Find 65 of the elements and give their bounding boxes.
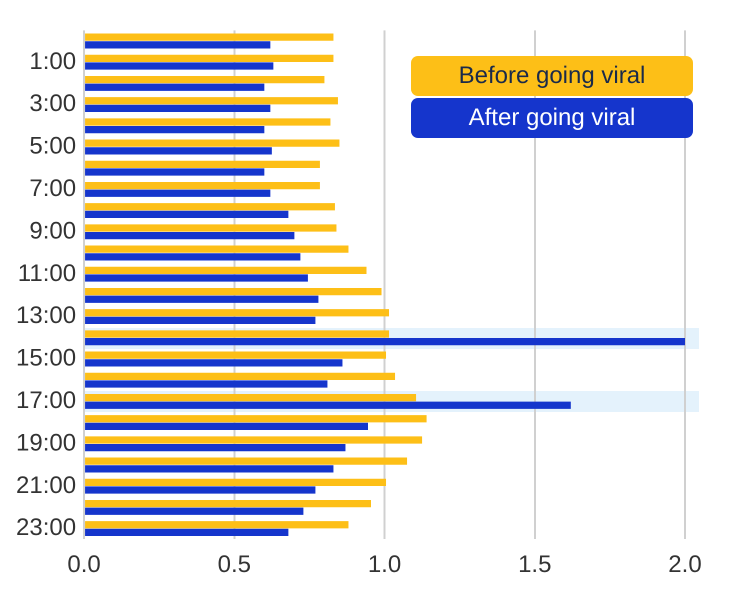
bar xyxy=(85,147,272,154)
bar xyxy=(85,465,334,472)
bar xyxy=(85,528,288,536)
bar xyxy=(85,521,348,528)
x-tick-label: 0.0 xyxy=(67,551,101,578)
bar xyxy=(85,246,348,253)
bar xyxy=(85,372,396,380)
y-tick-label: 3:00 xyxy=(29,90,76,118)
x-tick-label: 0.5 xyxy=(218,551,251,578)
bar xyxy=(85,168,264,176)
bar xyxy=(85,288,382,296)
y-tick-label: 11:00 xyxy=(18,260,76,287)
bar xyxy=(85,330,390,338)
bar xyxy=(85,458,408,465)
bar xyxy=(85,203,335,210)
bar xyxy=(85,309,390,316)
y-tick-label: 17:00 xyxy=(16,387,76,414)
y-tick-label: 23:00 xyxy=(16,514,76,542)
y-tick-label: 13:00 xyxy=(16,302,76,330)
bar xyxy=(85,126,264,134)
bar xyxy=(85,422,368,430)
bar xyxy=(85,84,264,91)
bar xyxy=(85,380,328,388)
bar xyxy=(85,160,320,168)
y-tick-label: 5:00 xyxy=(29,132,76,160)
y-tick-label: 1:00 xyxy=(29,48,76,75)
bar xyxy=(85,508,304,515)
bar xyxy=(85,140,340,147)
bar xyxy=(85,97,338,104)
bar xyxy=(85,34,334,41)
legend-box: After going viral xyxy=(411,98,693,138)
y-tick-label: 9:00 xyxy=(29,217,76,244)
bar xyxy=(85,253,300,260)
y-tick-label: 19:00 xyxy=(16,429,76,456)
bar xyxy=(85,296,318,303)
bar xyxy=(85,444,346,452)
bar xyxy=(85,232,294,240)
bar xyxy=(85,104,270,112)
bar xyxy=(85,500,372,508)
bar xyxy=(85,41,270,48)
bar xyxy=(85,266,366,274)
x-tick-label: 1.5 xyxy=(518,551,552,578)
bar xyxy=(85,224,336,232)
bar xyxy=(85,436,422,444)
y-tick-label: 7:00 xyxy=(29,175,76,202)
legend-box: Before going viral xyxy=(411,56,693,96)
bar xyxy=(85,316,316,324)
bar xyxy=(85,62,274,70)
bar xyxy=(85,54,334,62)
bar xyxy=(85,182,320,190)
bar xyxy=(85,486,316,494)
bar xyxy=(85,190,270,197)
bar xyxy=(85,478,386,486)
bar xyxy=(85,352,386,359)
y-tick-label: 21:00 xyxy=(16,472,76,499)
bar xyxy=(85,274,308,282)
bar xyxy=(85,118,330,126)
bar xyxy=(85,359,342,366)
x-tick-label: 2.0 xyxy=(668,551,702,578)
bar xyxy=(85,210,288,218)
bar xyxy=(85,394,416,402)
bar xyxy=(85,76,324,84)
y-tick-label: 15:00 xyxy=(16,344,76,372)
x-tick-label: 1.0 xyxy=(368,551,402,578)
bar xyxy=(85,415,427,422)
